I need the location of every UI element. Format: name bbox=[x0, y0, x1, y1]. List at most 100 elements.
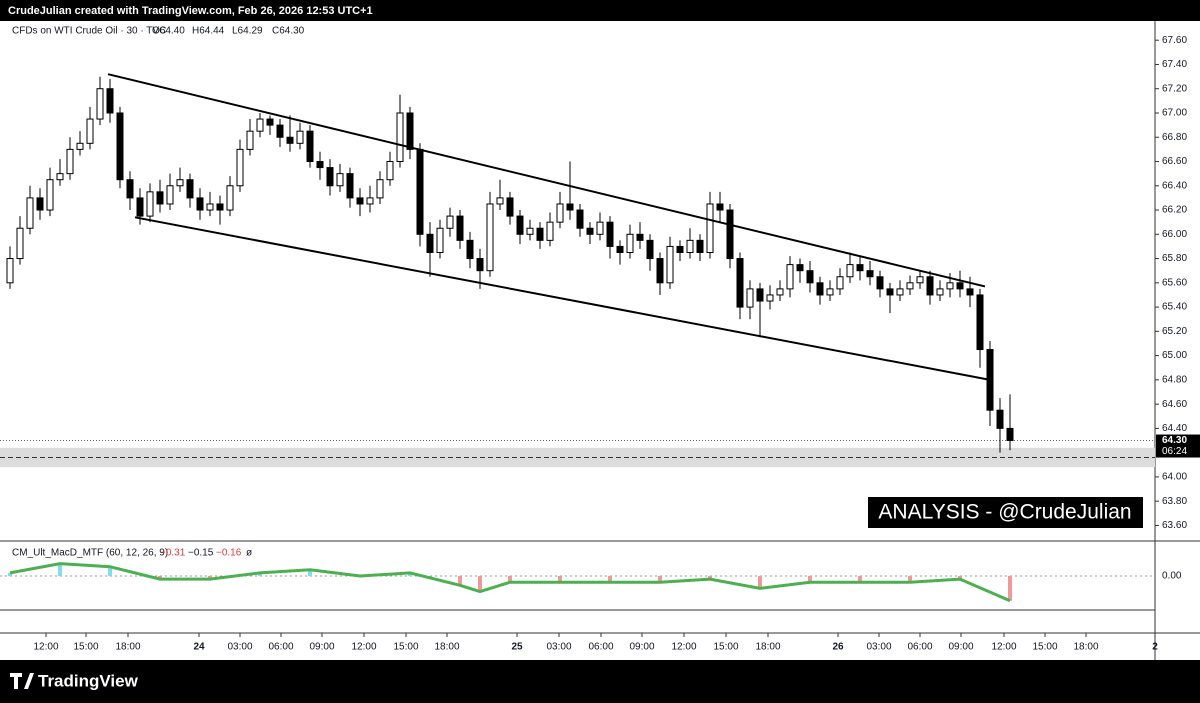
candle-body bbox=[686, 239, 694, 253]
candle-body bbox=[846, 264, 854, 278]
x-tick-label: 09:00 bbox=[629, 642, 654, 653]
y-tick-label: 66.60 bbox=[1162, 156, 1187, 167]
candle-body bbox=[226, 185, 234, 211]
y-tick-label: 64.80 bbox=[1162, 375, 1187, 386]
candle-body bbox=[286, 136, 294, 144]
macd-histogram bbox=[308, 569, 312, 576]
watermark: ANALYSIS - @CrudeJulian bbox=[878, 501, 1131, 524]
x-tick-label: 03:00 bbox=[866, 642, 891, 653]
candle-body bbox=[996, 409, 1004, 429]
candle-body bbox=[526, 227, 534, 235]
candle-body bbox=[486, 203, 494, 272]
candle-body bbox=[86, 118, 94, 144]
footer-brand: TradingView bbox=[38, 671, 139, 690]
candle-body bbox=[676, 245, 684, 253]
candle-body bbox=[696, 239, 704, 253]
candle-body bbox=[196, 197, 204, 211]
candle-body bbox=[916, 276, 924, 284]
candle-body bbox=[16, 227, 24, 260]
candle-body bbox=[66, 148, 74, 175]
candle-body bbox=[256, 118, 264, 132]
x-tick-label: 15:00 bbox=[1032, 642, 1057, 653]
macd-histogram bbox=[858, 576, 862, 583]
candle-body bbox=[536, 227, 544, 241]
candle-body bbox=[316, 161, 324, 169]
y-tick-label: 67.00 bbox=[1162, 108, 1187, 119]
candle-body bbox=[856, 264, 864, 272]
candle-body bbox=[56, 173, 64, 181]
brand-logo bbox=[10, 673, 34, 689]
x-tick-label: 18:00 bbox=[115, 642, 140, 653]
x-tick-label: 18:00 bbox=[1073, 642, 1098, 653]
macd-histogram bbox=[658, 576, 662, 583]
candle-body bbox=[766, 294, 774, 302]
candle-body bbox=[626, 233, 634, 253]
ohlc-label: H64.44 bbox=[192, 26, 225, 37]
candle-body bbox=[756, 288, 764, 302]
y-tick-label: 63.60 bbox=[1162, 520, 1187, 531]
candle-body bbox=[406, 112, 414, 150]
candle-body bbox=[586, 227, 594, 235]
y-tick-label: 64.00 bbox=[1162, 472, 1187, 483]
macd-histogram bbox=[8, 572, 12, 576]
y-tick-label: 66.20 bbox=[1162, 205, 1187, 216]
y-tick-label: 65.40 bbox=[1162, 302, 1187, 313]
candle-body bbox=[746, 288, 754, 308]
x-tick-label: 26 bbox=[832, 642, 844, 653]
x-tick-label: 06:00 bbox=[268, 642, 293, 653]
candle-body bbox=[786, 264, 794, 290]
macd-histogram bbox=[258, 572, 262, 576]
candle-body bbox=[46, 179, 54, 211]
candle-body bbox=[146, 191, 154, 217]
candle-body bbox=[706, 203, 714, 253]
candle-body bbox=[446, 215, 454, 229]
candle-body bbox=[176, 179, 184, 187]
candle-body bbox=[616, 245, 624, 253]
candle-body bbox=[206, 203, 214, 211]
y-tick-label: 65.20 bbox=[1162, 326, 1187, 337]
macd-histogram bbox=[478, 576, 482, 592]
ohlc-label: O64.40 bbox=[152, 26, 185, 37]
candle-body bbox=[716, 203, 724, 211]
candle-body bbox=[296, 130, 304, 144]
candle-body bbox=[426, 233, 434, 253]
macd-histogram bbox=[508, 576, 512, 583]
candle-body bbox=[806, 270, 814, 284]
candle-body bbox=[826, 288, 834, 296]
chart-area bbox=[0, 21, 1200, 660]
candle-body bbox=[606, 221, 614, 247]
macd-histogram bbox=[708, 576, 712, 580]
macd-histogram bbox=[58, 563, 62, 576]
countdown: 06:24 bbox=[1162, 446, 1187, 457]
candle-body bbox=[346, 173, 354, 199]
candle-body bbox=[416, 148, 424, 235]
candle-body bbox=[366, 197, 374, 205]
candle-body bbox=[926, 276, 934, 296]
indicator-tick-label: 0.00 bbox=[1162, 571, 1182, 582]
candle-body bbox=[156, 191, 164, 205]
indicator-suffix: ø bbox=[246, 548, 252, 559]
ohlc-label: C64.30 bbox=[272, 26, 305, 37]
y-tick-label: 65.00 bbox=[1162, 350, 1187, 361]
x-tick-label: 09:00 bbox=[309, 642, 334, 653]
y-tick-label: 66.40 bbox=[1162, 180, 1187, 191]
macd-line bbox=[9, 562, 1011, 603]
x-tick-label: 03:00 bbox=[546, 642, 571, 653]
candle-body bbox=[736, 258, 744, 308]
last-price-label: 64.30 bbox=[1162, 435, 1187, 446]
candle-body bbox=[216, 203, 224, 211]
candle-body bbox=[646, 239, 654, 260]
candle-body bbox=[966, 288, 974, 296]
candle-body bbox=[136, 197, 144, 217]
candle-body bbox=[596, 221, 604, 235]
ohlc-label: L64.29 bbox=[232, 26, 263, 37]
macd-histogram bbox=[808, 576, 812, 583]
y-tick-label: 63.80 bbox=[1162, 496, 1187, 507]
macd-histogram bbox=[558, 576, 562, 583]
candle-body bbox=[396, 112, 404, 163]
x-tick-label: 06:00 bbox=[588, 642, 613, 653]
y-tick-label: 64.40 bbox=[1162, 423, 1187, 434]
candle-body bbox=[126, 179, 134, 199]
candle-body bbox=[886, 288, 894, 296]
